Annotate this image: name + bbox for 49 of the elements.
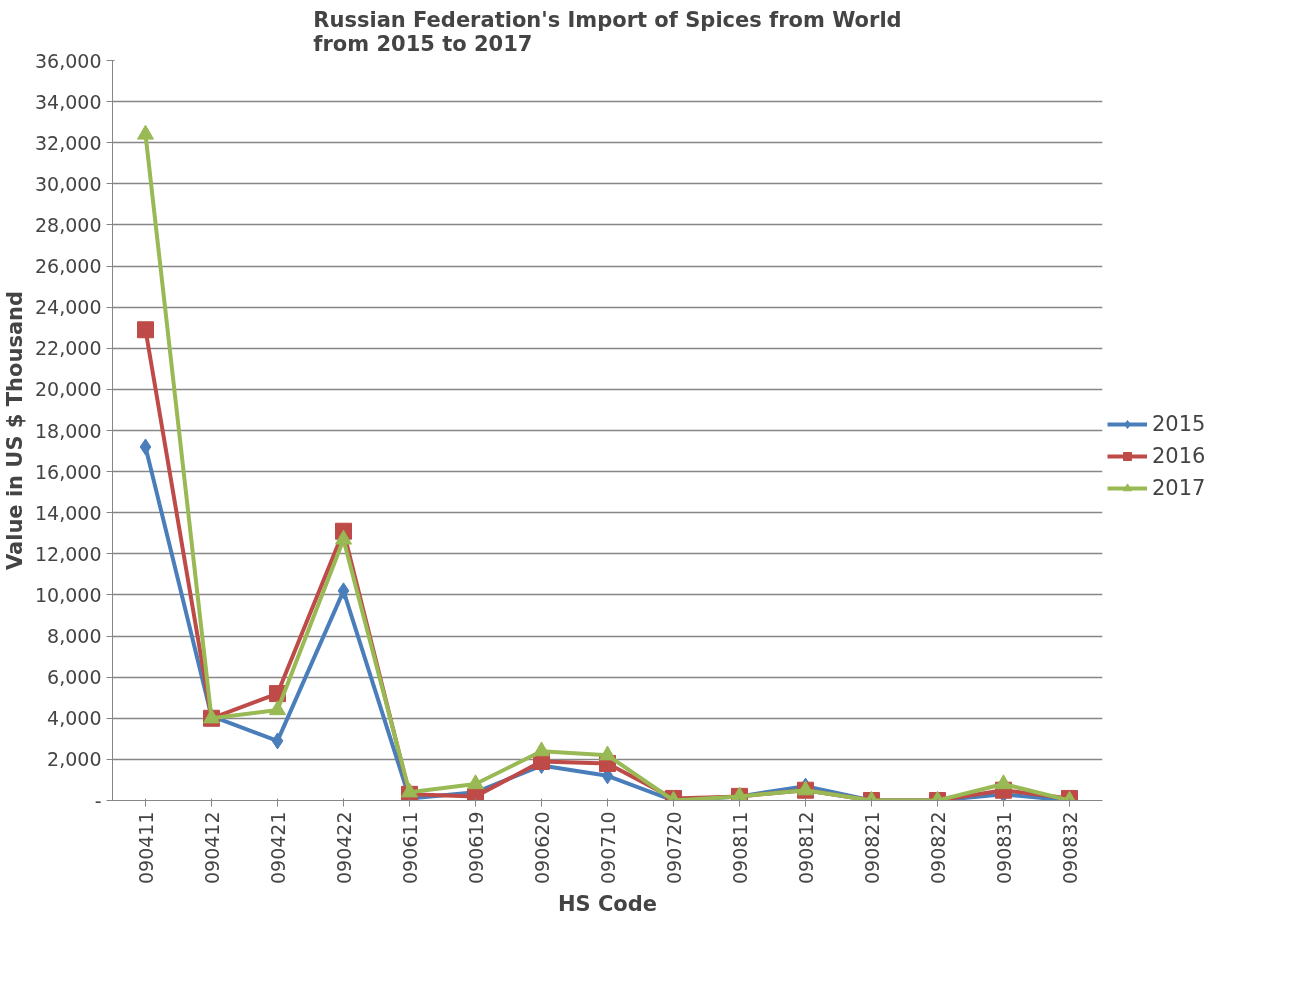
y-tick-label: 26,000 — [35, 255, 102, 278]
y-tick-label: 20,000 — [35, 378, 102, 401]
x-tick-label: 090412 — [200, 811, 223, 885]
x-tick-label: 090822 — [926, 811, 949, 885]
y-tick-label: 18,000 — [35, 419, 102, 442]
point — [995, 774, 1012, 790]
y-tick-label: 4,000 — [47, 707, 102, 730]
x-tick-label: 090832 — [1058, 811, 1081, 885]
point — [599, 745, 616, 761]
y-tick-label: 22,000 — [35, 337, 102, 360]
point — [139, 438, 152, 456]
x-tick-label: 090611 — [398, 811, 421, 885]
x-tick-label: 090421 — [266, 811, 289, 885]
point — [533, 741, 550, 757]
y-tick-label: 8,000 — [47, 625, 102, 648]
point — [467, 774, 484, 790]
y-tick-label: 10,000 — [35, 583, 102, 606]
point — [335, 529, 352, 545]
y-tick-label: 16,000 — [35, 460, 102, 483]
x-tick-label: 090812 — [794, 811, 817, 885]
y-tick-label: 6,000 — [47, 666, 102, 689]
x-tick-label: 090619 — [464, 811, 487, 885]
y-tick-label: 30,000 — [35, 172, 102, 195]
y-tick-label: 24,000 — [35, 296, 102, 319]
x-tick-label: 090831 — [992, 811, 1015, 885]
x-tick-label: 090720 — [662, 811, 685, 885]
point — [337, 582, 350, 600]
x-tick-label: 090422 — [332, 811, 355, 885]
x-tick-label: 090811 — [728, 811, 751, 885]
x-tick-label: 090710 — [596, 811, 619, 885]
y-tick-label: 12,000 — [35, 542, 102, 565]
legend-label: 2016 — [1152, 444, 1206, 468]
x-axis-title: HS Code — [557, 892, 658, 917]
y-axis-title: Value in US $ Thousand — [3, 290, 28, 571]
x-tick-label: 090411 — [134, 811, 157, 885]
legend-label: 2015 — [1152, 412, 1206, 436]
point — [269, 700, 286, 716]
y-tick-label: 34,000 — [35, 90, 102, 113]
y-tick-label: 2,000 — [47, 748, 102, 771]
x-tick-label: 090620 — [530, 811, 553, 885]
chart-title: Russian Federation's Import of Spices from World from 2015 to 2017 — [313, 7, 902, 56]
y-tick-label: 14,000 — [35, 501, 102, 524]
x-tick-label: 090821 — [860, 811, 883, 885]
y-tick-label: - — [94, 789, 102, 812]
y-tick-label: 32,000 — [35, 131, 102, 154]
y-tick-label: 28,000 — [35, 213, 102, 236]
point — [137, 321, 154, 339]
y-tick-label: 36,000 — [35, 49, 102, 72]
legend-label: 2017 — [1152, 476, 1206, 500]
